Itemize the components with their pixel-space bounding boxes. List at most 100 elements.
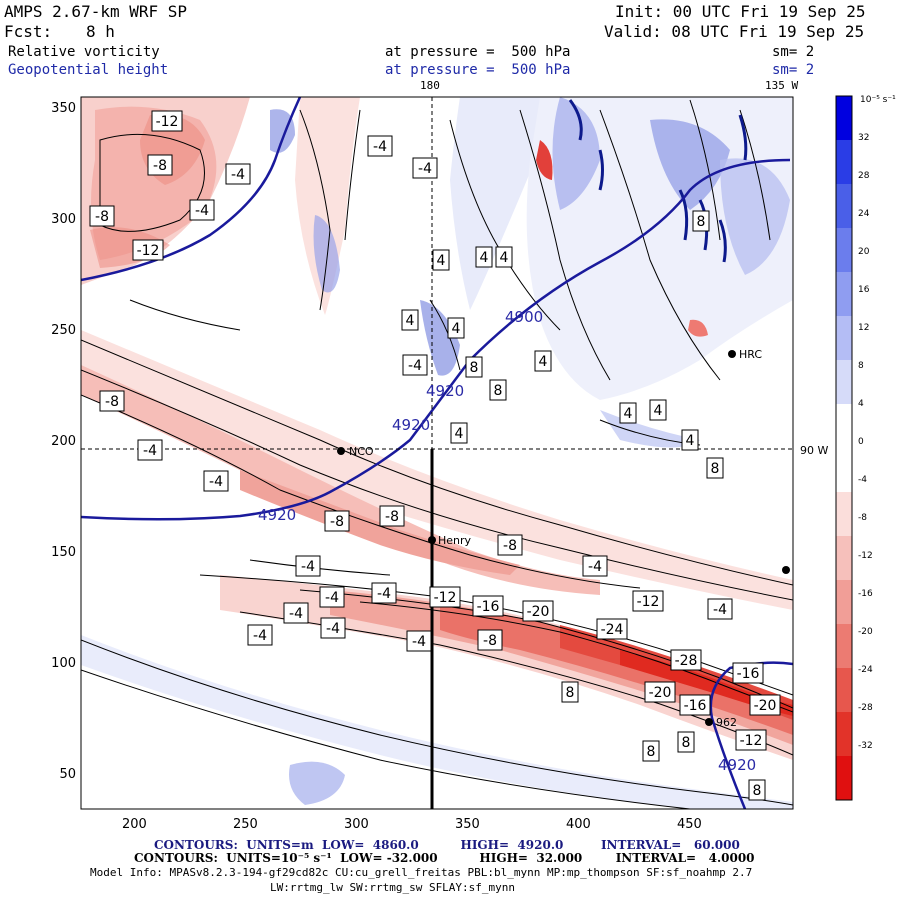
vorticity-label: -4 [295,555,321,577]
height-label: 4920 [392,416,430,434]
y-tick: 200 [51,434,76,449]
colorbar-unit: 10⁻⁵ s⁻¹ [860,95,896,105]
height-label: 4920 [426,382,464,400]
svg-text:-16: -16 [737,666,760,682]
vorticity-labels: -12 -8 -4 -8 -12 -8 -4 -4 -4 -4 -8 -8 -4 -4 -8 -4 -4 -4 -8… [89,110,781,801]
vorticity-label: -8 [497,534,523,556]
svg-text:-4: -4 [325,590,339,606]
colorbar-tick: 12 [858,323,869,333]
svg-text:-28: -28 [675,653,698,669]
vorticity-label: 4 [534,350,552,372]
lat-90w-label: 90 W [800,444,828,457]
x-tick: 300 [344,817,369,832]
x-axis-labels: 200 250 300 350 400 450 [122,817,702,832]
model-info: Model Info: MPASv8.2.3-194-gf29cd82c CU:… [90,866,753,879]
vorticity-label: -16 [679,694,711,716]
vorticity-label: -20 [522,600,554,622]
svg-text:-8: -8 [330,514,344,530]
vorticity-label: -12 [151,110,183,132]
colorbar-swatch [836,580,852,624]
station-962: 962 [716,716,737,729]
field2-name: Geopotential height [8,62,169,78]
svg-text:-16: -16 [684,698,707,714]
svg-text:-4: -4 [377,586,391,602]
x-tick: 450 [677,817,702,832]
vorticity-label: -4 [189,199,215,221]
x-tick: 250 [233,817,258,832]
svg-text:-12: -12 [740,733,763,749]
svg-text:-24: -24 [601,622,624,638]
svg-text:-4: -4 [209,474,223,490]
svg-text:-12: -12 [637,594,660,610]
vorticity-label: -4 [247,624,273,646]
vorticity-label: -20 [749,694,781,716]
vorticity-label: 4 [432,249,450,271]
svg-text:-4: -4 [289,606,303,622]
vorticity-label: -12 [735,729,767,751]
vorticity-label: -8 [147,154,173,176]
colorbar-swatch [836,140,852,184]
colorbar-tick: 16 [858,285,870,295]
height-label: 4920 [258,506,296,524]
vorticity-label: -8 [99,390,125,412]
svg-text:4: 4 [437,253,446,269]
colorbar-swatch [836,712,852,756]
vorticity-label: -4 [371,582,397,604]
svg-text:-8: -8 [153,158,167,174]
svg-text:-4: -4 [301,559,315,575]
x-tick: 400 [566,817,591,832]
colorbar-swatch [836,448,852,492]
svg-text:8: 8 [470,360,479,376]
colorbar-swatch [836,756,852,800]
svg-text:-12: -12 [137,243,160,259]
svg-text:-4: -4 [195,203,209,219]
colorbar-tick: -4 [858,475,867,485]
svg-text:4: 4 [500,250,509,266]
svg-text:4: 4 [686,433,695,449]
vorticity-label: -12 [132,239,164,261]
svg-text:-16: -16 [477,599,500,615]
svg-text:8: 8 [566,685,575,701]
vorticity-label: -8 [89,205,115,227]
x-tick: 350 [455,817,480,832]
vorticity-label: -4 [137,439,163,461]
svg-text:-4: -4 [373,139,387,155]
colorbar-tick: 28 [858,171,870,181]
y-tick: 250 [51,323,76,338]
station-henry-dot [428,536,436,544]
field2-level: at pressure = 500 hPa [385,62,571,78]
vorticity-label: -16 [732,662,764,684]
y-axis-labels: 350 300 250 200 150 100 50 [51,101,76,782]
colorbar-tick: 0 [858,437,864,447]
height-label: 4920 [718,756,756,774]
vorticity-label: -4 [582,555,608,577]
fcst-value: 8 h [86,22,115,41]
vorticity-label: 4 [475,246,493,268]
vorticity-label: 4 [495,246,513,268]
svg-text:-20: -20 [754,698,777,714]
field2-sm: sm= 2 [772,62,815,78]
plot-frame [80,96,794,810]
svg-text:-20: -20 [649,685,672,701]
vorticity-label: -4 [225,163,251,185]
vorticity-label: -12 [632,590,664,612]
valid-time: Valid: 08 UTC Fri 19 Sep 25 [604,22,865,41]
vorticity-label: -16 [472,595,504,617]
vorticity-label: -4 [367,135,393,157]
colorbar-tick: -8 [858,513,867,523]
vorticity-label: 4 [401,309,419,331]
svg-text:4: 4 [624,406,633,422]
colorbar-tick: -28 [858,703,873,713]
svg-text:-4: -4 [253,628,267,644]
vorticity-label: 8 [677,731,695,753]
svg-text:-8: -8 [385,509,399,525]
colorbar-tick: -32 [858,741,873,751]
station-nco: NCO [349,445,374,458]
vorticity-label: 4 [450,422,468,444]
colorbar-swatch [836,316,852,360]
colorbar-swatch [836,272,852,316]
vorticity-label: 4 [681,429,699,451]
colorbar-swatch [836,668,852,712]
field1-sm: sm= 2 [772,44,815,60]
